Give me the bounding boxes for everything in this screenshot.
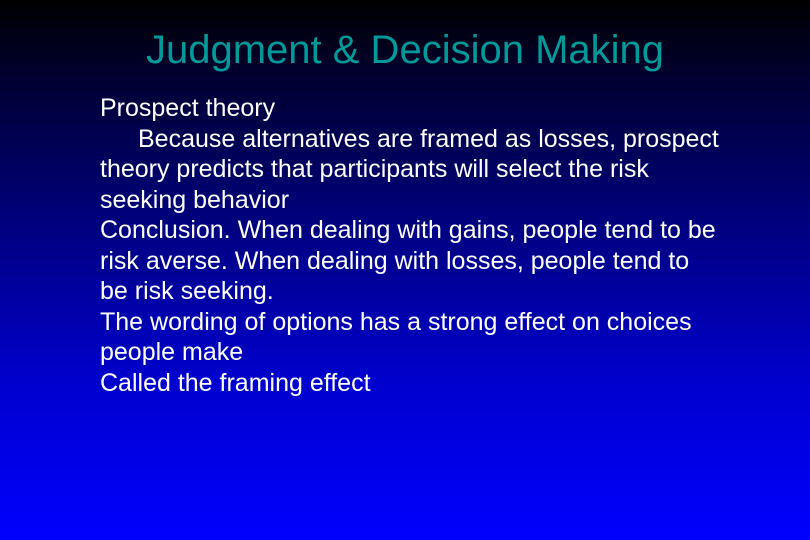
body-line-1: Prospect theory (100, 93, 720, 124)
body-line-3: Conclusion. When dealing with gains, peo… (100, 215, 720, 307)
slide-body: Prospect theory Because alternatives are… (0, 93, 810, 398)
body-line-5: Called the framing effect (100, 368, 720, 399)
body-line-2: Because alternatives are framed as losse… (100, 124, 720, 216)
slide-title: Judgment & Decision Making (0, 0, 810, 93)
body-line-4: The wording of options has a strong effe… (100, 307, 720, 368)
slide: Judgment & Decision Making Prospect theo… (0, 0, 810, 540)
